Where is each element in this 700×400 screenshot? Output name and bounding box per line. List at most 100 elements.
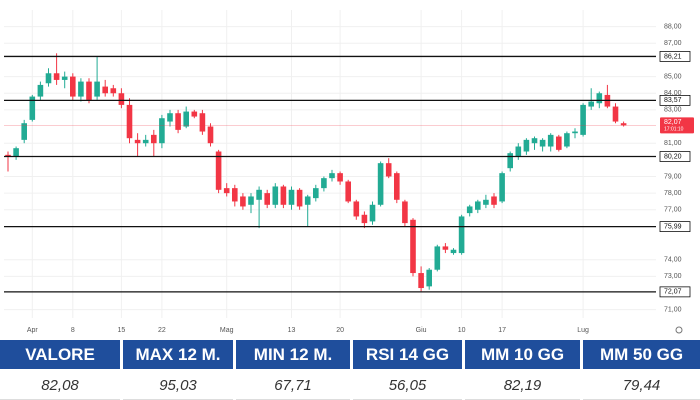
stats-table: VALORE MAX 12 M. MIN 12 M. RSI 14 GG MM …: [0, 340, 700, 400]
candle-body: [199, 113, 206, 132]
candle-body: [207, 126, 214, 144]
candle-body: [377, 163, 384, 205]
candle-body: [86, 81, 92, 100]
table-header: MAX 12 M.: [123, 340, 233, 369]
candle-body: [215, 151, 222, 190]
candle-body: [547, 134, 554, 147]
candle-body: [223, 188, 230, 194]
table-cell: 56,05: [353, 372, 462, 400]
x-tick-label: 8: [71, 327, 75, 334]
y-tick-label: 74,00: [664, 257, 682, 264]
candle-body: [353, 201, 360, 217]
table-header: MM 50 GG: [583, 340, 700, 369]
x-tick-label: Giu: [416, 327, 427, 334]
level-label-box: [659, 51, 691, 62]
candle-body: [345, 181, 351, 202]
candle-body: [118, 93, 125, 105]
table-header: MIN 12 M.: [236, 340, 350, 369]
chart: 71,00 73,00 74,00 77,00 78,00 79,00 81,00 83,00…: [4, 10, 694, 334]
candle-body: [531, 138, 538, 144]
last-price-box: [660, 117, 694, 134]
candle-body: [45, 73, 52, 84]
x-tick-label: 13: [288, 327, 296, 334]
candle-body: [110, 88, 117, 94]
candle-body: [21, 123, 27, 140]
y-tick-label: 71,00: [664, 307, 682, 314]
y-tick-label: 85,00: [664, 73, 682, 80]
y-tick-label: 73,00: [664, 273, 682, 280]
candle-body: [499, 173, 505, 202]
candle-body: [191, 111, 198, 117]
candle-body: [29, 96, 36, 120]
candle-body: [394, 173, 400, 200]
level-label-box: [659, 151, 691, 162]
table-cell: 82,19: [465, 372, 580, 400]
candle-body: [13, 148, 19, 157]
last-price-label: 82,07: [664, 119, 682, 126]
candle-body: [159, 118, 165, 144]
level-label-box: [659, 221, 691, 232]
level-label: 72,07: [664, 289, 682, 296]
candle-body: [450, 249, 457, 254]
x-tick-label: 17: [498, 327, 506, 334]
candle-body: [102, 86, 108, 94]
candle-body: [466, 206, 473, 214]
candle-body: [313, 188, 319, 199]
candle-body: [240, 196, 246, 207]
y-tick-label: 83,00: [664, 107, 682, 114]
candle-body: [78, 81, 84, 97]
candle-body: [539, 139, 546, 147]
settings-icon: [675, 326, 683, 334]
x-tick-label: 20: [336, 327, 344, 334]
x-tick-label: Apr: [27, 327, 39, 334]
candle-body: [507, 153, 513, 169]
table-header: VALORE: [0, 340, 120, 369]
table-header: RSI 14 GG: [353, 340, 462, 369]
y-tick-label: 88,00: [664, 23, 682, 30]
candle-body: [426, 269, 432, 287]
table-header: MM 10 GG: [465, 340, 580, 369]
level-label-box: [659, 286, 691, 298]
y-tick-label: 87,00: [664, 40, 682, 47]
candle-body: [53, 73, 60, 80]
candle-body: [442, 246, 449, 250]
candle-body: [369, 204, 376, 222]
candle-body: [483, 199, 489, 205]
candle-body: [37, 84, 44, 97]
candle-body: [612, 106, 619, 122]
candle-body: [556, 136, 562, 150]
candle-body: [385, 163, 392, 177]
x-tick-label: Mag: [220, 327, 234, 334]
x-tick-label: 22: [158, 327, 166, 334]
candle-body: [491, 196, 497, 205]
y-tick-label: 84,00: [664, 90, 682, 97]
x-tick-label: 10: [458, 327, 466, 334]
candle-body: [248, 196, 254, 205]
candle-body: [515, 146, 522, 157]
candle-body: [596, 93, 603, 104]
candle-body: [280, 186, 287, 205]
candle-body: [126, 104, 133, 139]
candle-body: [5, 154, 11, 157]
candle-body: [288, 189, 295, 205]
table-cell: 79,44: [583, 372, 700, 400]
candle-body: [402, 201, 408, 224]
candle-body: [588, 101, 594, 107]
candle-body: [523, 139, 530, 152]
candle-body: [61, 76, 68, 80]
table-cell: 67,71: [236, 372, 350, 400]
candle-body: [410, 219, 416, 274]
candle-body: [329, 173, 335, 179]
table-cell: 82,08: [0, 372, 120, 400]
candle-body: [434, 246, 441, 270]
candle-body: [564, 133, 570, 147]
candle-body: [304, 196, 311, 205]
y-tick-label: 78,00: [664, 190, 682, 197]
candle-body: [296, 189, 303, 207]
candle-body: [572, 131, 578, 134]
candle-body: [183, 111, 189, 127]
level-label: 86,21: [664, 53, 682, 60]
candle-body: [232, 188, 238, 202]
candle-body: [256, 189, 262, 200]
